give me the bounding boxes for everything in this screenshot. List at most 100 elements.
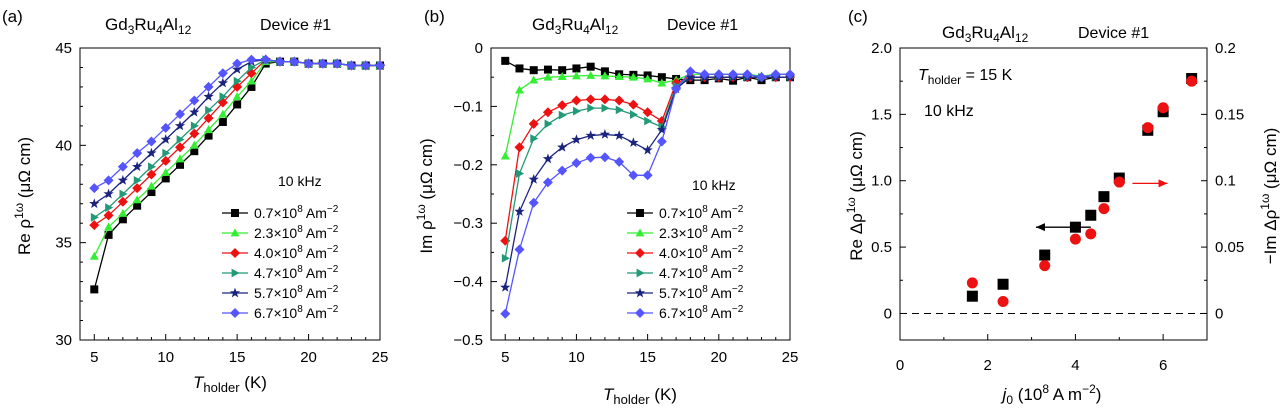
data-point: [656, 136, 667, 147]
data-point: [105, 203, 114, 213]
data-point: [571, 158, 582, 169]
series-1: [966, 75, 1198, 308]
legend-label-value: 4.7×10: [659, 265, 702, 281]
data-point: [699, 69, 710, 80]
data-point: [89, 183, 100, 194]
data-point: [232, 58, 243, 69]
data-point: [103, 175, 114, 186]
legend-label-exponent: 8: [702, 204, 708, 215]
data-point: [966, 290, 978, 302]
data-point: [500, 151, 510, 160]
data-point: [133, 201, 142, 210]
legend-marker: [634, 287, 646, 298]
data-point: [117, 161, 128, 172]
data-point: [1085, 228, 1097, 240]
legend-item: 4.7×108 Am−2: [627, 264, 744, 281]
series-5: [500, 66, 795, 319]
data-point: [585, 94, 596, 105]
data-point: [543, 65, 552, 74]
legend-item: 2.3×108 Am−2: [627, 224, 744, 241]
legend-item: 4.0×108 Am−2: [222, 244, 339, 261]
data-point: [501, 253, 510, 263]
legend-label: 0.7×108 Am−2: [659, 204, 744, 221]
data-point: [1186, 75, 1198, 87]
data-point: [103, 210, 114, 221]
y-tick-label: 0: [475, 40, 483, 57]
x-tick-label: 10: [157, 349, 174, 366]
data-point: [147, 188, 156, 197]
data-point: [218, 117, 227, 126]
legend-label-value: 4.0×10: [254, 245, 297, 261]
legend-label-exponent: 8: [297, 264, 303, 275]
legend-label-unit-exponent: −2: [327, 264, 339, 275]
data-point: [232, 64, 243, 74]
data-point: [90, 285, 99, 294]
legend-label: 6.7×108 Am−2: [659, 304, 744, 321]
arrow-head: [1158, 179, 1168, 188]
legend-label-unit-exponent: −2: [327, 204, 339, 215]
legend-label-exponent: 8: [702, 304, 708, 315]
data-point: [628, 72, 638, 81]
panel-c-title: Gd3Ru4Al12: [942, 23, 1029, 45]
data-point: [104, 230, 113, 239]
legend-label-exponent: 8: [702, 264, 708, 275]
legend-label-exponent: 8: [702, 244, 708, 255]
legend-item: 0.7×108 Am−2: [222, 204, 339, 221]
data-point: [966, 277, 978, 289]
panel-b-legend: 10 kHz 0.7×108 Am−22.3×108 Am−24.0×108 A…: [627, 177, 744, 321]
legend-item: 6.7×108 Am−2: [222, 304, 339, 321]
legend-label: 2.3×108 Am−2: [659, 224, 744, 241]
legend-label-unit: Am: [708, 305, 732, 321]
x-tick-label: 10: [568, 349, 585, 366]
data-point: [175, 154, 185, 163]
data-point: [671, 83, 682, 94]
panel-a-xlabel: Tholder (K): [193, 373, 267, 395]
data-point: [997, 278, 1009, 290]
data-point: [205, 105, 214, 115]
panel-c-device: Device #1: [1078, 25, 1149, 42]
data-point: [146, 169, 157, 180]
legend-label-unit-exponent: −2: [732, 284, 744, 295]
data-point: [1098, 203, 1110, 215]
data-point: [642, 170, 653, 181]
data-point: [189, 128, 200, 139]
legend-label-unit: Am: [303, 205, 327, 221]
legend-label-unit: Am: [303, 305, 327, 321]
data-point: [628, 137, 639, 147]
legend-label-unit: Am: [303, 245, 327, 261]
panel-c-ylabel-right: −Im Δρ1ω (μΩ cm): [1258, 128, 1280, 265]
data-point: [1039, 260, 1051, 272]
x-tick-label: 15: [639, 349, 656, 366]
data-point: [785, 69, 795, 80]
panel-c: (c) Gd3Ru4Al12 Device #1 0 2 4 6 0 0.5 1.0 1.5 2…: [844, 7, 1280, 407]
legend-label-value: 2.3×10: [254, 225, 297, 241]
data-point: [628, 99, 639, 110]
data-point: [289, 56, 300, 67]
data-point: [558, 110, 567, 120]
legend-label-exponent: 8: [297, 304, 303, 315]
data-point: [557, 72, 567, 81]
data-point: [190, 121, 199, 131]
y-right-tick-label: 0.05: [1215, 239, 1244, 256]
data-point: [586, 62, 595, 71]
axis-arrow-left: [1035, 223, 1091, 232]
data-point: [587, 103, 596, 113]
data-point: [161, 174, 170, 183]
legend-marker: [230, 228, 240, 237]
data-point: [104, 222, 113, 231]
data-point: [586, 70, 596, 79]
data-point: [247, 76, 256, 85]
legend-label-unit: Am: [303, 265, 327, 281]
data-point: [1069, 233, 1081, 245]
data-point: [346, 60, 357, 71]
panel-b-xlabel: Tholder (K): [603, 385, 677, 407]
data-point: [232, 92, 242, 101]
panel-a-device: Device #1: [260, 17, 331, 34]
data-point: [117, 174, 128, 185]
x-tick-label: 20: [710, 349, 727, 366]
data-point: [614, 95, 625, 106]
x-tick-label: 6: [1159, 357, 1167, 374]
data-point: [175, 109, 185, 120]
data-point: [176, 160, 184, 169]
legend-label-exponent: 8: [702, 284, 708, 295]
